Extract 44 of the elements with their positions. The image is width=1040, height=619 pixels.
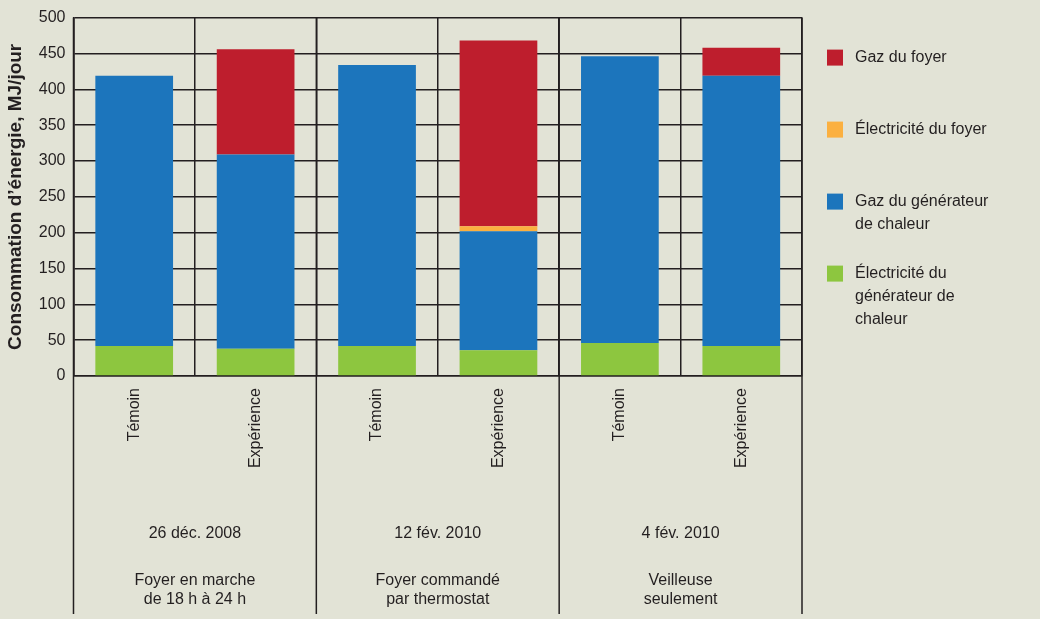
- bar: [459, 350, 538, 376]
- bar: [216, 348, 295, 376]
- y-tick-label: 400: [38, 79, 66, 97]
- legend-label: Électricité du foyer: [855, 119, 988, 138]
- bar: [216, 154, 295, 349]
- x-tick-label: Expérience: [246, 387, 264, 469]
- legend-label: Gaz du générateur de chaleur: [855, 192, 990, 233]
- x-tick-label: Témoin: [124, 388, 142, 442]
- bar: [338, 64, 416, 346]
- y-tick-label: 50: [47, 330, 66, 348]
- y-tick-label: 100: [38, 294, 66, 312]
- x-tick-label: Témoin: [610, 388, 628, 442]
- bar: [216, 49, 295, 155]
- x-tick-label: Expérience: [731, 387, 749, 469]
- legend-label: Électricité du générateur de chaleur: [855, 263, 955, 328]
- text: Foyer en marche de 18 h à 24 h: [134, 571, 256, 608]
- bar: [702, 75, 781, 346]
- y-tick-label: 500: [38, 8, 66, 26]
- bar: [95, 75, 174, 346]
- y-tick-label: 350: [38, 115, 66, 133]
- y-tick-label: 200: [38, 223, 66, 241]
- x-tick-label: Expérience: [488, 387, 506, 469]
- bar: [702, 47, 781, 76]
- bar: [581, 343, 659, 376]
- y-tick-label: 150: [38, 258, 66, 276]
- y-tick-label: 250: [38, 187, 66, 205]
- text: 12 fév. 2010: [394, 524, 482, 542]
- bar: [338, 345, 416, 376]
- text: 26 déc. 2008: [148, 524, 242, 542]
- y-tick-label: 0: [56, 366, 66, 384]
- bar: [459, 231, 538, 351]
- bar: [459, 40, 538, 227]
- bar: [581, 56, 659, 344]
- text: Foyer commandé par thermostat: [375, 571, 501, 608]
- bar: [95, 345, 174, 376]
- bar: [702, 345, 781, 376]
- bar: [459, 226, 538, 232]
- x-tick-label: Témoin: [367, 388, 385, 442]
- text: Veilleuse seulement: [643, 571, 719, 608]
- text: 4 fév. 2010: [641, 524, 720, 542]
- y-tick-label: 300: [38, 151, 66, 169]
- y-tick-label: 450: [38, 43, 66, 61]
- legend-label: Gaz du foyer: [855, 48, 948, 66]
- y-axis-title: Consommation d’énergie, MJ/jour: [3, 43, 25, 350]
